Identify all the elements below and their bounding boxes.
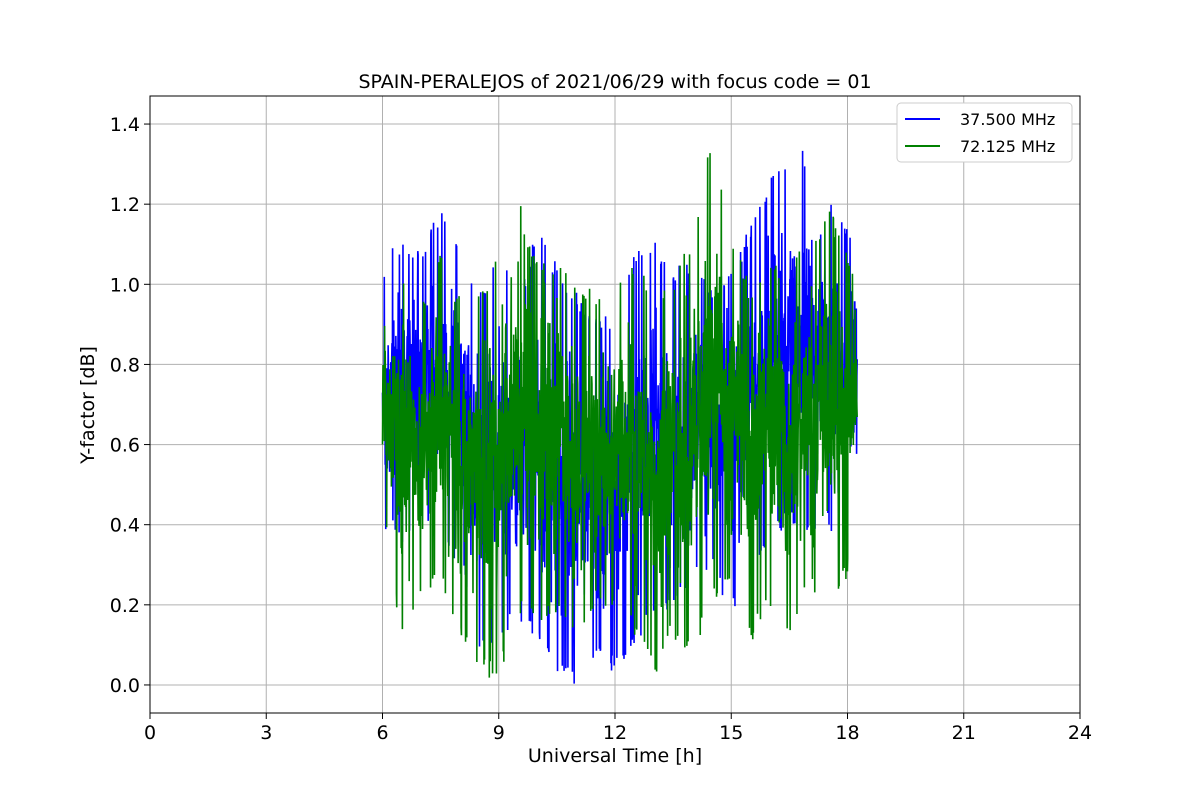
x-tick-label: 0: [144, 722, 156, 744]
x-axis-ticks: 0 3 6 9 12 15 18 21 24: [144, 713, 1092, 744]
legend-label-37-500-mhz: 37.500 MHz: [960, 110, 1055, 129]
y-tick-label: 1.0: [110, 274, 140, 296]
legend-label-72-125-mhz: 72.125 MHz: [960, 137, 1055, 156]
chart-title: SPAIN-PERALEJOS of 2021/06/29 with focus…: [358, 71, 871, 93]
y-tick-label: 0.4: [110, 515, 140, 537]
x-tick-label: 18: [835, 722, 859, 744]
x-tick-label: 24: [1068, 722, 1092, 744]
x-tick-label: 15: [719, 722, 743, 744]
legend-box: [896, 102, 1073, 163]
y-tick-label: 0.6: [110, 435, 140, 457]
plot-series: [381, 150, 858, 684]
y-tick-label: 0.0: [110, 675, 140, 697]
x-tick-label: 3: [260, 722, 272, 744]
x-tick-label: 12: [603, 722, 627, 744]
y-tick-label: 0.8: [110, 354, 140, 376]
y-tick-label: 0.2: [110, 595, 140, 617]
x-tick-label: 21: [952, 722, 976, 744]
series-line-72-125-mhz: [381, 153, 858, 678]
y-axis-ticks: 0.0 0.2 0.4 0.6 0.8 1.0 1.2 1.4: [110, 114, 150, 697]
x-tick-label: 9: [493, 722, 505, 744]
x-tick-label: 6: [376, 722, 388, 744]
y-tick-label: 1.2: [110, 194, 140, 216]
legend: 37.500 MHz 72.125 MHz: [896, 102, 1073, 163]
y-axis-label: Y-factor [dB]: [77, 346, 99, 465]
y-tick-label: 1.4: [110, 114, 140, 136]
x-axis-label: Universal Time [h]: [528, 745, 702, 767]
